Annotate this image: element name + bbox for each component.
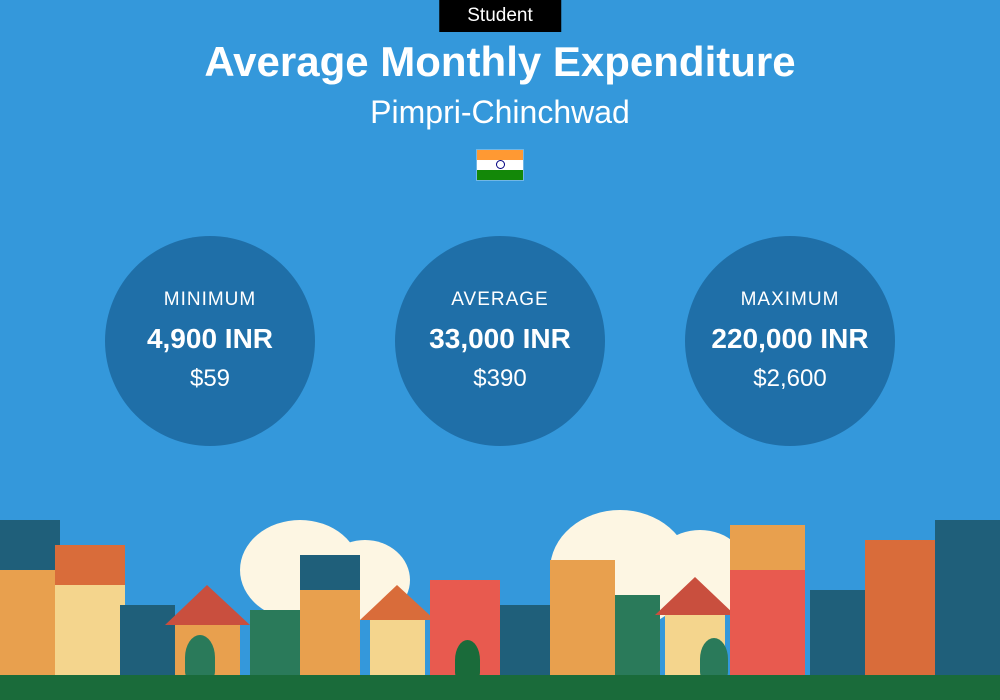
stat-label: MAXIMUM	[741, 289, 840, 311]
building-shape	[55, 585, 125, 680]
cityscape-illustration	[0, 490, 1000, 700]
page-title: Average Monthly Expenditure	[0, 38, 1000, 86]
flag-green-stripe	[477, 170, 523, 180]
stat-value-local: 33,000 INR	[429, 323, 571, 355]
tree-shape	[185, 635, 215, 680]
stat-label: MINIMUM	[164, 289, 256, 311]
building-shape	[300, 590, 360, 680]
stat-circle-average: AVERAGE 33,000 INR $390	[395, 236, 605, 446]
building-shape	[500, 605, 550, 680]
building-shape	[550, 560, 615, 680]
country-flag-icon	[476, 149, 524, 181]
stat-value-local: 4,900 INR	[147, 323, 273, 355]
building-shape	[810, 590, 865, 680]
roof-shape	[360, 585, 435, 620]
stat-label: AVERAGE	[451, 289, 548, 311]
building-shape	[935, 520, 1000, 680]
tree-shape	[455, 640, 480, 680]
building-shape	[0, 570, 60, 680]
building-shape	[370, 620, 425, 680]
tree-shape	[700, 638, 728, 680]
category-badge: Student	[439, 0, 561, 32]
stat-value-usd: $2,600	[753, 365, 826, 393]
stat-value-usd: $59	[190, 365, 230, 393]
stat-circle-maximum: MAXIMUM 220,000 INR $2,600	[685, 236, 895, 446]
roof-shape	[655, 577, 735, 615]
building-shape	[300, 555, 360, 590]
building-shape	[730, 525, 805, 570]
building-shape	[730, 570, 805, 680]
location-subtitle: Pimpri-Chinchwad	[0, 94, 1000, 131]
building-shape	[865, 540, 935, 680]
building-shape	[55, 545, 125, 585]
ground-shape	[0, 675, 1000, 700]
badge-label: Student	[467, 5, 533, 26]
stats-container: MINIMUM 4,900 INR $59 AVERAGE 33,000 INR…	[0, 236, 1000, 446]
building-shape	[250, 610, 300, 680]
flag-saffron-stripe	[477, 150, 523, 160]
stat-value-local: 220,000 INR	[711, 323, 868, 355]
building-shape	[0, 520, 60, 570]
flag-chakra-icon	[496, 160, 505, 169]
stat-value-usd: $390	[473, 365, 526, 393]
stat-circle-minimum: MINIMUM 4,900 INR $59	[105, 236, 315, 446]
roof-shape	[165, 585, 250, 625]
flag-white-stripe	[477, 160, 523, 170]
building-shape	[615, 595, 660, 680]
